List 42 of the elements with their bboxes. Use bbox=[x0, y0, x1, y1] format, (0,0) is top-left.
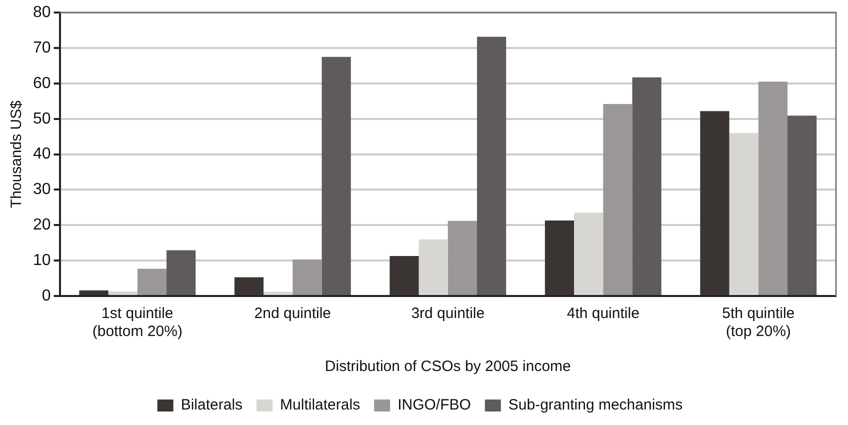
bar bbox=[322, 56, 351, 295]
legend-label: INGO/FBO bbox=[398, 396, 471, 414]
y-tick-label: 60 bbox=[33, 74, 51, 92]
y-tick-label: 70 bbox=[33, 39, 51, 56]
y-tick-label: 30 bbox=[33, 181, 51, 198]
bar bbox=[477, 36, 506, 295]
bar bbox=[632, 77, 662, 295]
bar bbox=[448, 220, 478, 295]
category-label: 1st quintile bbox=[102, 305, 174, 322]
bar bbox=[264, 292, 293, 295]
bar bbox=[108, 291, 138, 295]
bar bbox=[166, 250, 196, 295]
bar bbox=[729, 133, 758, 295]
bar bbox=[390, 256, 419, 295]
bar bbox=[234, 277, 264, 295]
y-tick-label: 20 bbox=[33, 216, 51, 234]
category-label: 3rd quintile bbox=[411, 305, 485, 322]
category-label: 4th quintile bbox=[566, 305, 640, 322]
bar bbox=[137, 268, 167, 295]
y-tick-label: 80 bbox=[33, 4, 51, 22]
y-tick-label: 50 bbox=[33, 110, 51, 128]
bar bbox=[700, 111, 730, 295]
bar bbox=[574, 212, 604, 295]
x-axis-title: Distribution of CSOs by 2005 income bbox=[324, 358, 571, 376]
y-axis-title: Thousands US$ bbox=[8, 100, 26, 208]
category-label: (top 20%) bbox=[726, 323, 791, 340]
bar bbox=[787, 116, 817, 295]
y-tick-label: 40 bbox=[33, 146, 51, 163]
bar bbox=[292, 260, 322, 295]
legend-label: Bilaterals bbox=[180, 396, 243, 414]
y-tick-label: 0 bbox=[42, 287, 51, 304]
category-label: 2nd quintile bbox=[254, 305, 332, 322]
bar bbox=[603, 104, 632, 295]
bar bbox=[418, 239, 448, 295]
bar bbox=[79, 290, 108, 295]
legend-label: Sub-granting mechanisms bbox=[508, 396, 683, 414]
category-label: 5th quintile bbox=[722, 305, 795, 322]
y-tick-label: 10 bbox=[33, 252, 51, 269]
category-label: (bottom 20%) bbox=[92, 323, 182, 340]
bar bbox=[758, 82, 788, 295]
bar bbox=[544, 220, 574, 295]
legend-label: Multilaterals bbox=[280, 396, 360, 414]
